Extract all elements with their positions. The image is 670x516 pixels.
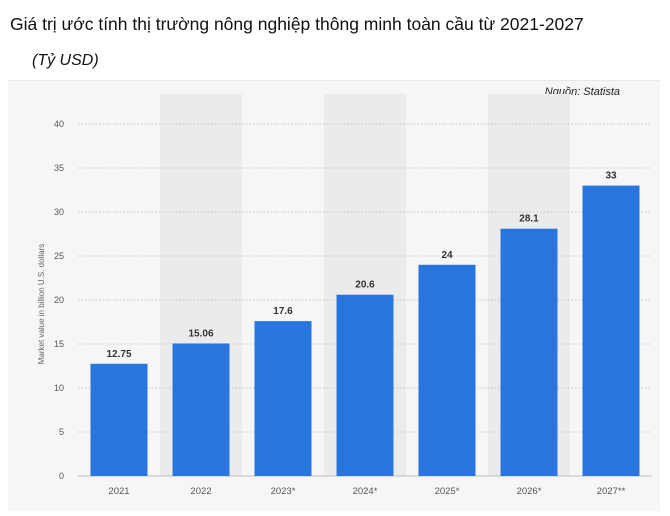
bar-2025* [418, 264, 476, 476]
x-tick-label: 2024* [353, 486, 378, 497]
x-tick-label: 2025* [435, 486, 460, 497]
data-label: 12.75 [106, 349, 131, 360]
data-label: 15.06 [188, 328, 213, 339]
data-label: 28.1 [519, 214, 539, 225]
y-tick-label: 0 [59, 471, 64, 481]
y-tick-label: 15 [54, 339, 64, 349]
bar-2026* [500, 228, 558, 476]
y-tick-label: 20 [54, 295, 64, 305]
data-labels: 12.75 15.06 17.6 20.6 24 28.1 33 [106, 171, 617, 360]
y-tick-label: 40 [54, 119, 64, 129]
bar-2021 [90, 363, 148, 476]
y-axis-label: Market value in billion U.S. dollars [37, 244, 46, 365]
x-tick-label: 2022 [190, 486, 211, 497]
x-tick-label: 2023* [271, 486, 296, 497]
data-label: 33 [605, 171, 617, 182]
bar-2027** [582, 185, 640, 476]
data-label: 20.6 [355, 280, 375, 291]
x-axis-ticks: 2021 2022 2023* 2024* 2025* 2026* 2027** [108, 486, 625, 497]
bar-2024* [336, 294, 394, 476]
bar-2022 [172, 343, 230, 476]
x-tick-label: 2026* [517, 486, 542, 497]
y-tick-label: 30 [54, 207, 64, 217]
chart-title: Giá trị ước tính thị trường nông nghiệp … [10, 14, 584, 34]
x-tick-label: 2021 [108, 486, 129, 497]
y-tick-label: 25 [54, 251, 64, 261]
data-label: 17.6 [273, 306, 293, 317]
y-tick-label: 10 [54, 383, 64, 393]
y-tick-label: 35 [54, 163, 64, 173]
chart-subtitle: (Tỷ USD) [32, 52, 99, 69]
x-tick-label: 2027** [597, 486, 626, 497]
bar-2023* [254, 321, 312, 476]
data-label: 24 [441, 250, 453, 261]
y-tick-label: 5 [59, 427, 64, 437]
bars [90, 185, 640, 476]
y-axis-ticks: 0 5 10 15 20 25 30 35 40 [54, 119, 64, 481]
